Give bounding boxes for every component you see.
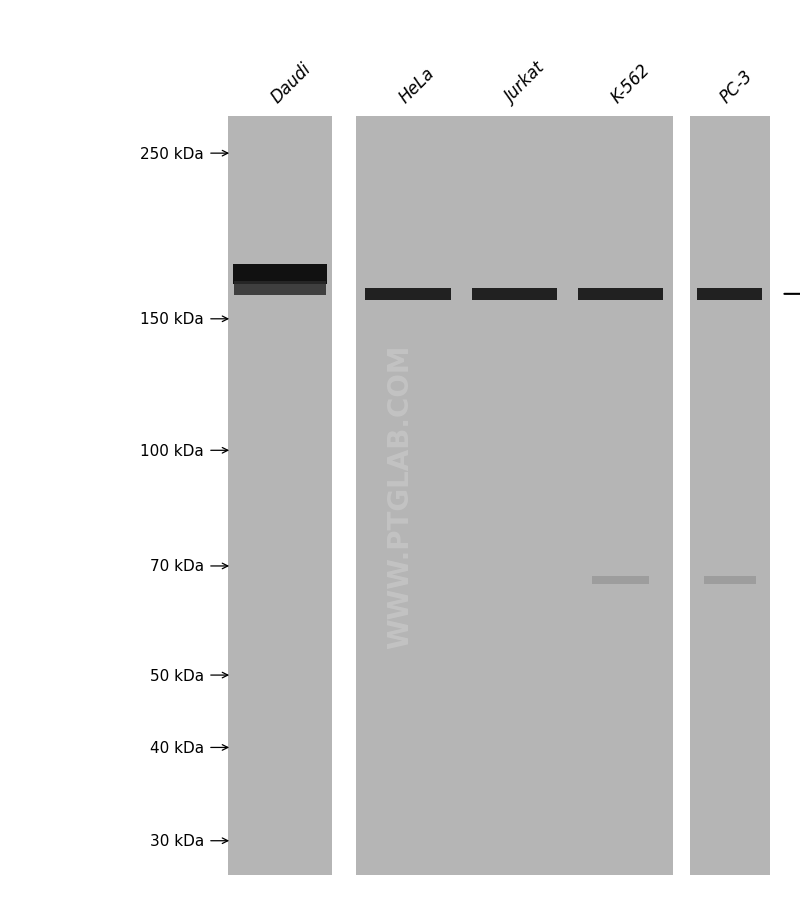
Bar: [234, 281, 326, 296]
Bar: [366, 289, 450, 300]
Bar: [234, 265, 326, 285]
Bar: [704, 576, 755, 584]
Text: 150 kDa: 150 kDa: [140, 312, 204, 327]
Bar: [356, 117, 673, 875]
Text: 40 kDa: 40 kDa: [150, 741, 204, 755]
Text: 70 kDa: 70 kDa: [150, 559, 204, 574]
Text: 50 kDa: 50 kDa: [150, 667, 204, 683]
Bar: [697, 289, 762, 300]
Text: Daudi: Daudi: [267, 60, 314, 106]
Text: PC-3: PC-3: [717, 67, 757, 106]
Text: 100 kDa: 100 kDa: [140, 443, 204, 458]
Text: 250 kDa: 250 kDa: [140, 146, 204, 161]
Text: K-562: K-562: [608, 60, 654, 106]
Bar: [690, 117, 770, 875]
Bar: [228, 117, 332, 875]
Text: Jurkat: Jurkat: [502, 60, 549, 106]
Text: HeLa: HeLa: [395, 64, 438, 106]
Bar: [472, 289, 557, 300]
Bar: [592, 576, 650, 584]
Text: 30 kDa: 30 kDa: [150, 833, 204, 848]
Bar: [578, 289, 663, 300]
Text: WWW.PTGLAB.COM: WWW.PTGLAB.COM: [386, 344, 414, 649]
